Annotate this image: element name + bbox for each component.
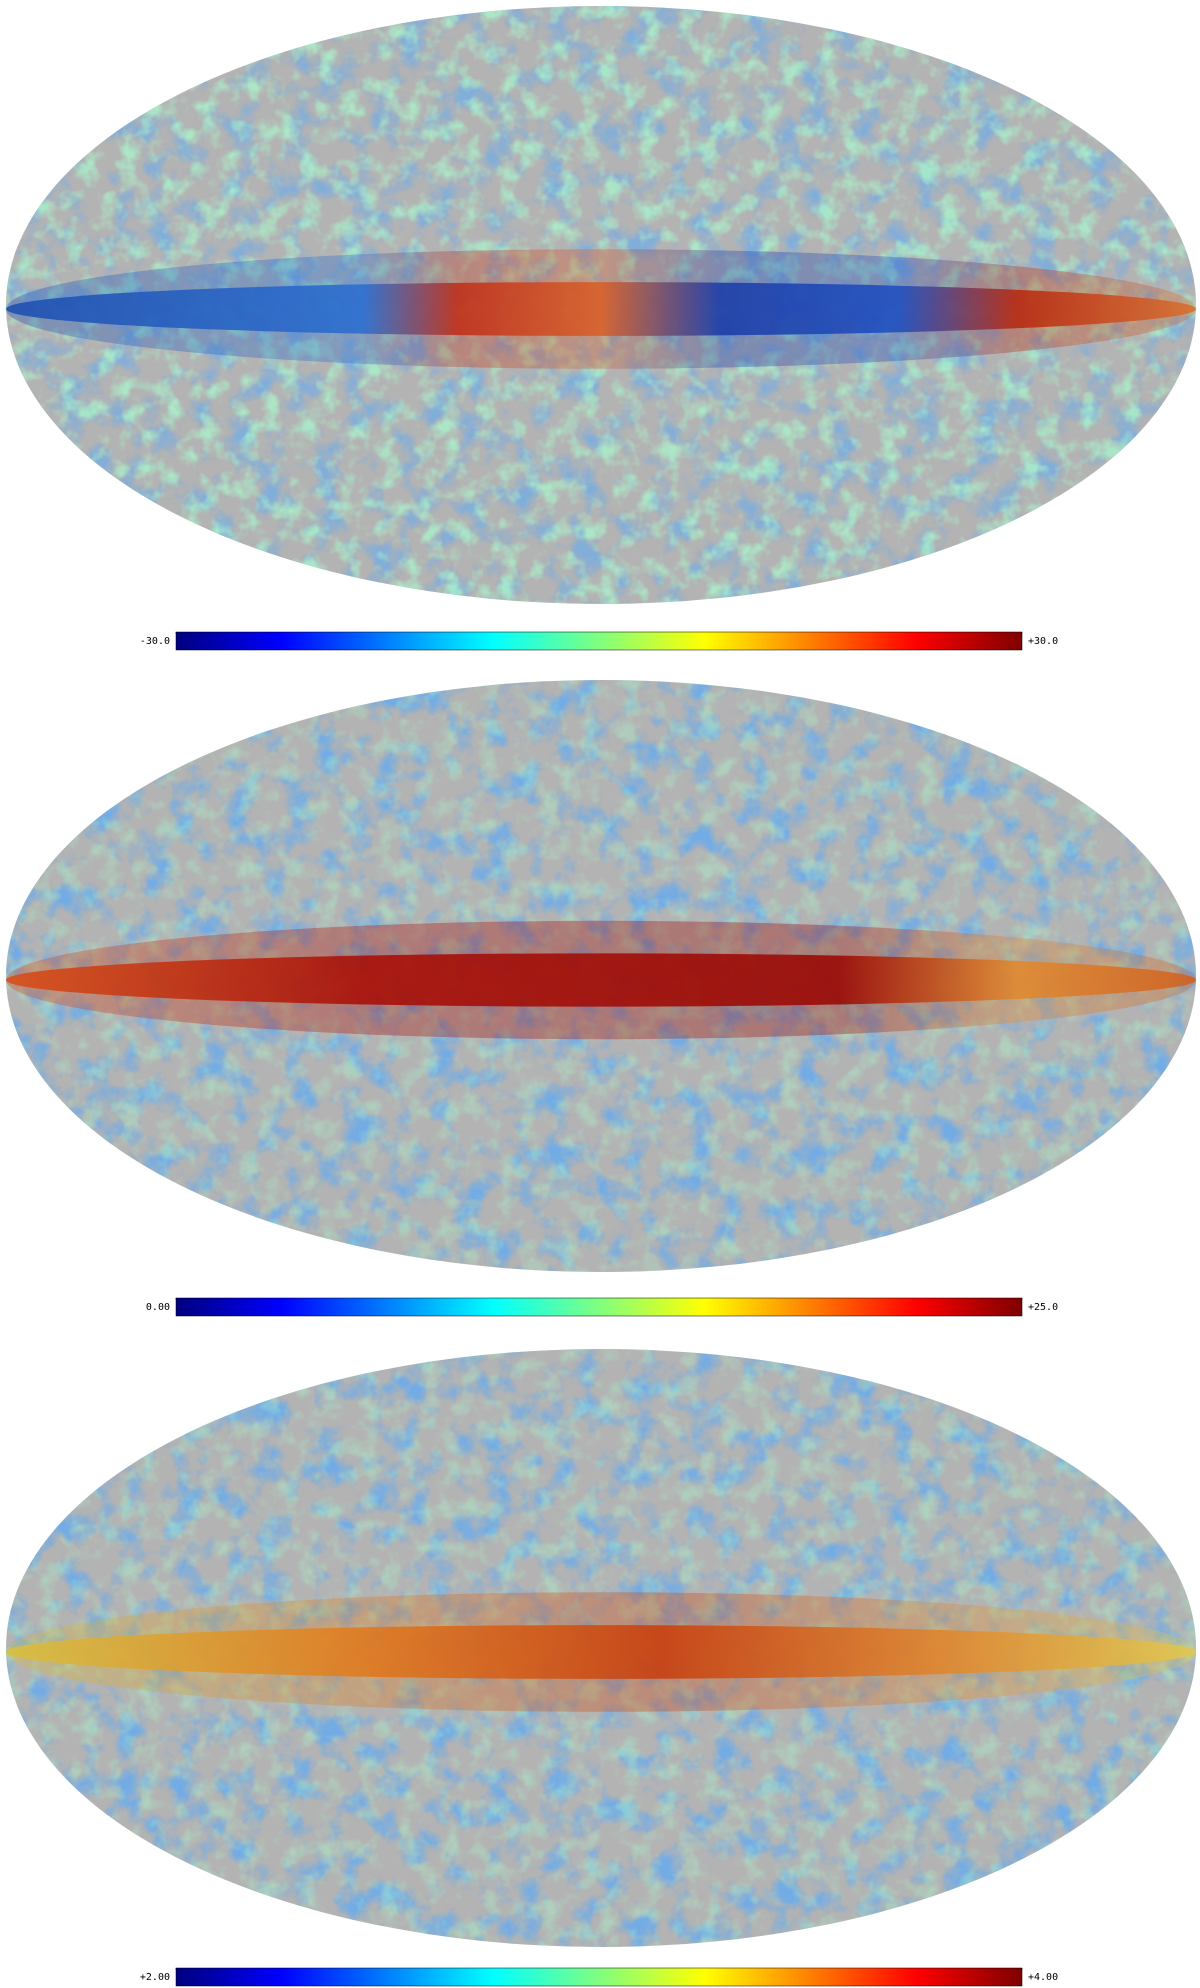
galactic-plane-halo	[6, 1592, 1196, 1712]
colorbar-label: +4.00	[1028, 1972, 1058, 1983]
colorbar	[175, 631, 1023, 651]
colorbar-label: +25.0	[1028, 1302, 1058, 1313]
colorbar-label: 0.00	[146, 1302, 170, 1313]
colorbar-label: +30.0	[1028, 636, 1058, 647]
sky-map	[6, 680, 1196, 1272]
colorbar-label: -30.0	[140, 636, 170, 647]
sky-map	[6, 1349, 1196, 1947]
colorbar	[175, 1967, 1023, 1987]
colorbar-label: +2.00	[140, 1972, 170, 1983]
map-content	[6, 680, 1196, 1272]
colorbar	[175, 1297, 1023, 1317]
galactic-plane-halo	[6, 920, 1196, 1040]
map-content	[6, 6, 1196, 604]
galactic-plane-halo	[6, 249, 1196, 369]
map-content	[6, 1349, 1196, 1947]
sky-map	[6, 6, 1196, 604]
